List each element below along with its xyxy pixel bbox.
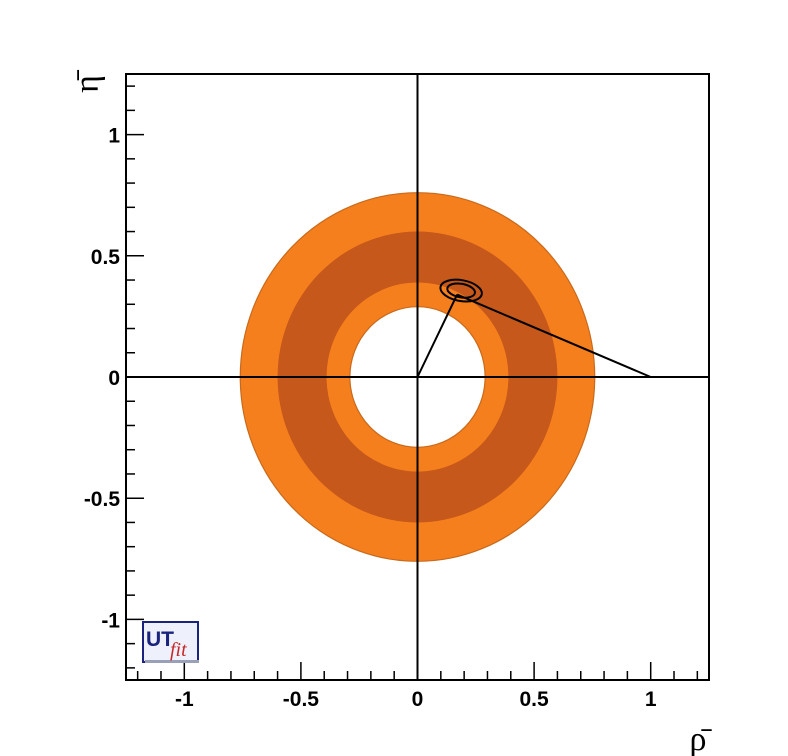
y-tick-label: 0 xyxy=(108,367,120,390)
apex-contour-68pct xyxy=(446,282,476,299)
logo-frame xyxy=(142,621,199,663)
y-axis-label: η̄ xyxy=(69,69,106,93)
y-tick-label: -1 xyxy=(101,609,120,632)
x-tick-label: 0 xyxy=(412,688,424,711)
triangle-side-left xyxy=(416,294,459,378)
apex-contour-95pct xyxy=(439,278,483,303)
tick-labels: -1 -0.5 0 0.5 1 1 0.5 0 -0.5 -1 xyxy=(84,125,657,711)
probability-regions xyxy=(239,192,596,562)
triangle-side-right xyxy=(456,293,652,378)
logo-shadow xyxy=(145,660,199,663)
apex-contours xyxy=(439,278,483,303)
axis-ticks xyxy=(126,85,699,680)
x-tick-label: -1 xyxy=(175,688,194,711)
x-tick-label: 0.5 xyxy=(519,688,549,711)
x-tick-label: -0.5 xyxy=(283,688,320,711)
y-tick-label: 0.5 xyxy=(91,246,121,269)
x-tick-label: 1 xyxy=(645,688,657,711)
region-1 xyxy=(277,231,558,523)
x-axis-label: ρ̄ xyxy=(690,721,713,756)
utfit-logo: UT fit xyxy=(142,621,199,663)
y-tick-label: 1 xyxy=(108,125,120,148)
y-tick-label: -0.5 xyxy=(84,488,121,511)
unitarity-triangle xyxy=(416,293,652,378)
logo-main-text: UT xyxy=(146,628,174,651)
logo-sub-text: fit xyxy=(170,639,187,661)
